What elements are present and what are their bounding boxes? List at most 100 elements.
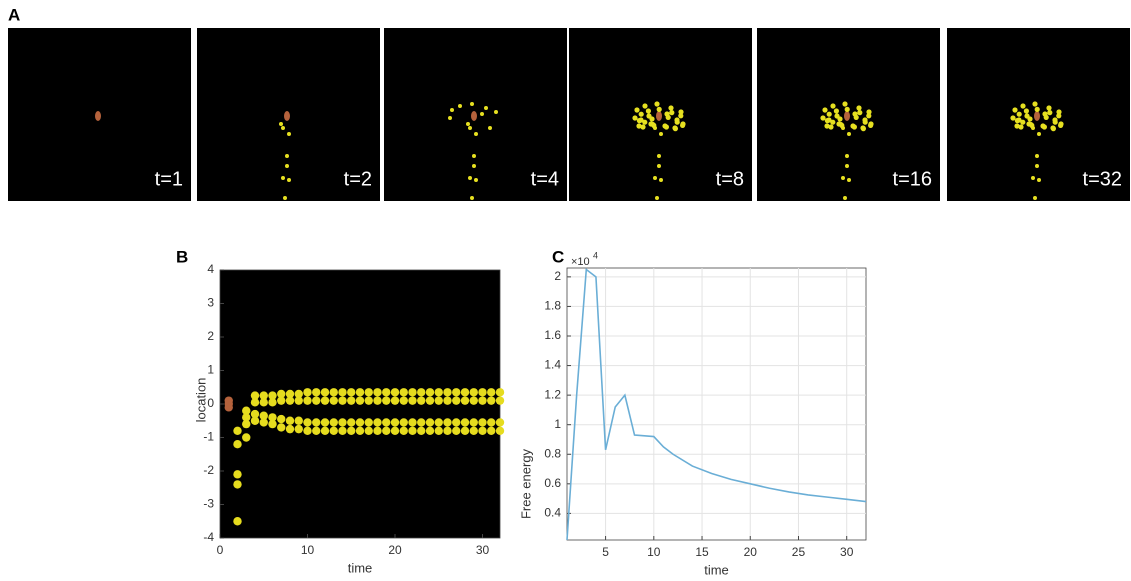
dot — [1035, 154, 1039, 158]
dot — [655, 196, 659, 200]
agent — [1034, 111, 1040, 121]
point — [277, 414, 286, 424]
dot — [1041, 124, 1047, 130]
dot — [860, 126, 867, 132]
point — [364, 426, 373, 435]
dot — [1043, 114, 1049, 120]
point — [242, 419, 251, 429]
point — [233, 440, 242, 449]
point — [434, 388, 443, 397]
dot — [826, 111, 832, 117]
dot — [845, 154, 849, 158]
point — [233, 470, 242, 479]
dot — [830, 103, 836, 109]
dot — [1047, 110, 1053, 116]
dot — [824, 123, 830, 129]
frame-label: t=1 — [155, 168, 183, 190]
y-tick-label: 1.6 — [544, 328, 561, 342]
dot — [665, 114, 671, 120]
line — [566, 267, 867, 541]
point — [452, 396, 461, 405]
dot — [657, 164, 661, 168]
frame-label: t=4 — [531, 168, 559, 190]
point — [382, 388, 391, 397]
dot — [651, 122, 657, 128]
dot — [1027, 116, 1033, 122]
point — [373, 426, 382, 435]
dot — [866, 109, 872, 115]
dot — [1046, 105, 1052, 111]
dot — [1012, 107, 1018, 113]
dot — [636, 123, 642, 129]
point — [355, 418, 365, 427]
dot — [1052, 119, 1058, 125]
dot — [1034, 106, 1040, 112]
dot — [842, 101, 848, 107]
point — [355, 388, 365, 397]
x-tick-label: 10 — [301, 543, 315, 557]
point — [242, 406, 251, 415]
x-tick-label: 20 — [388, 543, 402, 557]
dot — [281, 126, 285, 130]
point — [338, 426, 347, 435]
dot — [656, 106, 662, 112]
point — [250, 416, 260, 425]
point — [242, 433, 251, 442]
y-tick-label: -3 — [203, 497, 214, 511]
y-tick-label: 3 — [207, 296, 214, 310]
point — [373, 396, 382, 405]
y-tick-label: 1.4 — [544, 358, 561, 372]
dot — [663, 124, 670, 130]
point — [312, 418, 321, 427]
point — [285, 416, 295, 425]
point — [408, 418, 417, 427]
panel-label: A — [8, 5, 20, 24]
agent — [471, 111, 477, 121]
dot — [1023, 108, 1029, 114]
dot — [287, 178, 291, 182]
dot — [1058, 122, 1064, 128]
point — [460, 426, 470, 435]
point — [355, 426, 365, 435]
dot — [672, 126, 679, 132]
dot — [642, 119, 648, 125]
dot — [857, 110, 863, 116]
point — [347, 426, 356, 435]
dot — [285, 154, 289, 158]
point — [495, 426, 505, 435]
dot — [636, 118, 643, 124]
point — [277, 423, 286, 432]
agent — [656, 111, 662, 121]
point — [443, 426, 452, 435]
dot — [680, 122, 686, 128]
point — [452, 418, 461, 427]
dot — [837, 116, 843, 122]
dot — [678, 113, 684, 119]
dot — [281, 176, 285, 180]
y-tick-label: 2 — [554, 269, 561, 283]
point — [364, 396, 373, 405]
point — [329, 388, 338, 397]
point — [495, 396, 505, 405]
dot — [1014, 118, 1021, 124]
agent — [95, 111, 101, 121]
point — [250, 409, 260, 419]
point — [250, 398, 260, 407]
point — [399, 426, 408, 435]
dot — [1020, 103, 1026, 109]
dot — [866, 113, 872, 119]
point — [460, 388, 470, 397]
frame-label: t=8 — [716, 168, 744, 190]
point — [373, 418, 382, 427]
dot — [645, 108, 652, 114]
dot — [1037, 132, 1041, 136]
point — [443, 396, 452, 405]
dot — [668, 105, 674, 111]
dot — [484, 106, 488, 110]
x-tick-label: 30 — [476, 543, 490, 557]
dot — [653, 176, 657, 180]
dot — [1010, 115, 1016, 121]
dot — [1031, 176, 1035, 180]
point — [320, 396, 330, 405]
